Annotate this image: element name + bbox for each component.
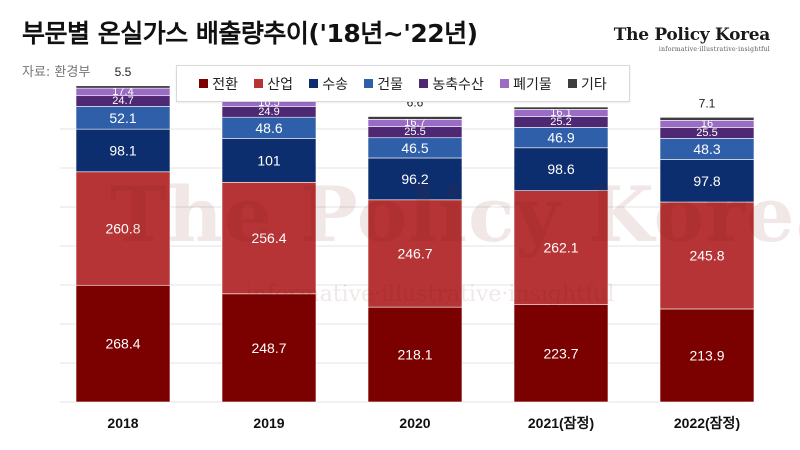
data-label: 48.6 <box>255 120 282 136</box>
bar-segment <box>367 306 463 403</box>
source-note: 자료: 환경부 <box>22 65 91 80</box>
data-label: 218.1 <box>397 347 432 363</box>
x-tick-label: 2020 <box>399 415 430 431</box>
legend-label: 폐기물 <box>513 76 552 93</box>
legend-label: 전환 <box>212 76 239 93</box>
bar-segment <box>221 293 317 403</box>
data-label: 52.1 <box>109 110 136 126</box>
data-label: 16 <box>701 118 713 130</box>
legend-item: 수송 <box>309 74 348 94</box>
data-label: 260.8 <box>105 221 140 237</box>
data-label: 98.6 <box>547 161 574 177</box>
legend-item: 전환 <box>199 74 238 94</box>
bar-segment <box>221 138 317 183</box>
legend-item: 폐기물 <box>500 74 552 94</box>
bar-segment <box>367 199 463 308</box>
legend-label: 농축수산 <box>432 76 484 93</box>
legend-item: 농축수산 <box>419 74 484 94</box>
data-label: 101 <box>257 152 281 168</box>
bar-segment <box>659 159 755 203</box>
chart-title: 부문별 온실가스 배출량추이('18년~'22년) <box>22 19 478 48</box>
bar-segment <box>221 181 317 295</box>
data-label: 25.2 <box>550 116 571 128</box>
legend-swatch <box>199 79 209 88</box>
legend-label: 산업 <box>267 76 294 93</box>
bar-segment <box>367 157 463 201</box>
chart-legend: 전환 산업 수송 건물 농축수산 폐기물 기타 <box>176 65 630 102</box>
data-label: 25.5 <box>696 127 717 139</box>
legend-label: 기타 <box>580 76 607 93</box>
x-tick-label: 2018 <box>107 415 138 431</box>
legend-swatch <box>309 79 319 88</box>
brand-tagline: informative·illustrative·insightful <box>658 46 770 53</box>
legend-item: 건물 <box>364 74 403 94</box>
data-label: 16.1 <box>550 107 571 119</box>
bar-segment <box>75 284 171 403</box>
legend-item: 기타 <box>567 74 607 94</box>
data-label: 262.1 <box>543 240 578 256</box>
legend-swatch <box>419 79 429 88</box>
data-label: 46.5 <box>401 140 428 156</box>
legend-swatch <box>254 79 264 88</box>
bar-segment <box>513 304 609 403</box>
data-label: 245.8 <box>689 247 724 263</box>
brand-name: The Policy Korea <box>613 25 771 45</box>
legend-swatch <box>567 79 577 88</box>
data-label: 48.3 <box>693 141 720 157</box>
x-tick-label: 2019 <box>253 415 284 431</box>
data-label: 246.7 <box>397 245 432 261</box>
data-label: 96.2 <box>401 171 428 187</box>
bar-segment <box>367 116 463 120</box>
bar-segment <box>659 117 755 121</box>
data-label: 268.4 <box>105 336 140 352</box>
data-label: 256.4 <box>251 230 286 246</box>
data-label: 25.5 <box>404 126 425 138</box>
legend-label: 건물 <box>377 76 404 93</box>
data-label: 24.7 <box>112 95 133 107</box>
data-label: 223.7 <box>543 345 578 361</box>
data-label: 213.9 <box>689 347 724 363</box>
x-tick-label: 2022(잠정) <box>674 415 740 431</box>
data-label: 98.1 <box>109 142 136 158</box>
data-label: 248.7 <box>251 340 286 356</box>
data-label: 7.1 <box>699 96 716 110</box>
bar-segment <box>513 147 609 191</box>
data-label: 97.8 <box>693 173 720 189</box>
legend-swatch <box>500 79 510 88</box>
bar-segment <box>513 190 609 305</box>
x-tick-label: 2021(잠정) <box>528 415 594 431</box>
brand-logo: The Policy Korea informative·illustrativ… <box>613 25 771 53</box>
bar-segment <box>659 201 755 310</box>
data-label: 46.9 <box>547 130 574 146</box>
data-label: 24.9 <box>258 106 279 118</box>
bar-segment <box>75 85 171 89</box>
legend-label: 수송 <box>322 76 349 93</box>
data-label: 16.7 <box>404 117 425 129</box>
bar-segment <box>659 308 755 403</box>
data-label: 5.5 <box>115 65 132 79</box>
legend-item: 산업 <box>254 74 293 94</box>
bar-segment <box>513 106 609 110</box>
legend-swatch <box>364 79 374 88</box>
data-label: 17.4 <box>112 86 133 98</box>
